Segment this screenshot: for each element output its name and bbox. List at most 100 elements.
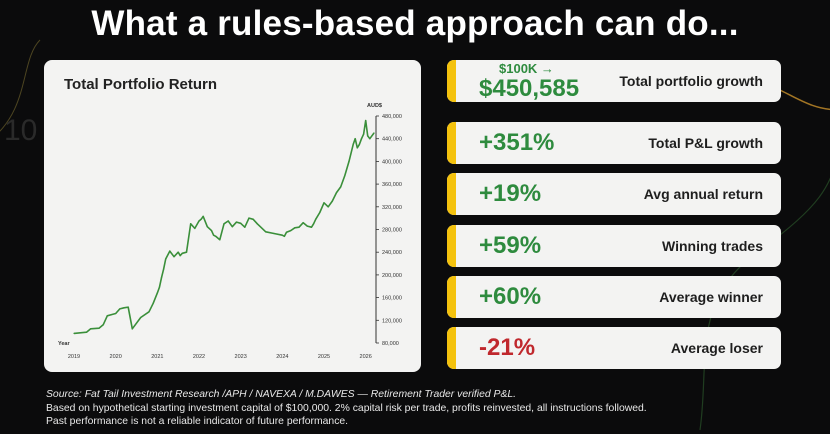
data-point	[219, 239, 221, 241]
data-point	[373, 132, 375, 134]
data-point	[158, 286, 161, 288]
data-point	[110, 314, 113, 316]
accent-bar	[447, 276, 456, 318]
data-point	[194, 227, 196, 229]
data-point	[273, 232, 275, 235]
x-tick-label: 2026	[360, 354, 372, 360]
data-point	[240, 222, 242, 224]
data-point	[248, 217, 250, 219]
y-axis-unit-label: AUD$	[367, 103, 382, 109]
x-tick-label: 2020	[110, 354, 122, 360]
stat-label: Average loser	[670, 340, 763, 356]
data-point	[235, 221, 238, 223]
data-point	[148, 311, 150, 313]
x-tick-label: 2022	[193, 354, 205, 360]
x-tick-label: 2023	[235, 354, 247, 360]
data-point	[215, 235, 217, 237]
stat-sub-label: $100K →	[499, 61, 554, 76]
x-axis-label: Year	[58, 341, 70, 347]
svg-text:10: 10	[4, 114, 37, 147]
data-point	[179, 255, 181, 257]
data-point	[306, 225, 308, 227]
data-point	[294, 227, 296, 229]
data-point	[360, 138, 363, 140]
accent-bar	[447, 225, 456, 267]
stat-label: Avg annual return	[643, 186, 763, 202]
data-point	[90, 328, 92, 330]
portfolio-line-chart: AUD$ Year 80,000 120,000 160,000 200,000 240…	[58, 103, 402, 360]
data-point	[198, 220, 200, 222]
x-tick-label: 2025	[318, 354, 330, 360]
data-point	[244, 226, 246, 228]
y-tick-label: 360,000	[382, 182, 402, 188]
stat-card-winning-trades: +59% Winning trades	[447, 225, 781, 267]
data-point	[323, 202, 325, 204]
data-point	[319, 211, 321, 214]
y-tick-label: 400,000	[382, 159, 402, 165]
data-point	[302, 222, 304, 224]
data-point	[285, 231, 288, 233]
data-point	[73, 332, 75, 334]
stat-value: +351%	[479, 129, 555, 156]
y-tick-label: 240,000	[382, 250, 402, 256]
y-tick-label: 200,000	[382, 273, 402, 279]
data-point	[119, 308, 121, 310]
data-point	[365, 119, 367, 122]
accent-bar	[447, 122, 456, 164]
data-point	[162, 268, 165, 270]
data-point	[310, 226, 313, 228]
data-point	[335, 192, 338, 194]
data-point	[190, 223, 192, 225]
x-tick-label: 2021	[151, 354, 163, 360]
y-tick-label: 320,000	[382, 205, 402, 211]
data-point	[327, 206, 329, 208]
footnote-assumptions: Based on hypothetical starting investmen…	[46, 402, 647, 414]
data-point	[265, 231, 267, 233]
y-tick-label: 440,000	[382, 137, 402, 143]
stat-label: Total portfolio growth	[619, 73, 763, 89]
data-point	[352, 143, 354, 145]
data-point	[165, 258, 167, 260]
data-point	[231, 226, 233, 228]
page-headline: What a rules-based approach can do...	[91, 4, 739, 43]
data-point	[85, 331, 88, 333]
data-point	[223, 223, 225, 225]
data-point	[160, 277, 163, 279]
data-point	[152, 302, 154, 304]
stat-card-average-winner: +60% Average winner	[447, 276, 781, 318]
y-tick-label: 280,000	[382, 228, 402, 234]
footnote: Source: Fat Tail Investment Research /AP…	[46, 388, 806, 429]
data-point	[281, 234, 283, 236]
stat-value: -21%	[479, 334, 536, 361]
data-point	[202, 215, 204, 218]
data-point	[169, 250, 171, 252]
x-tick-label: 2019	[68, 354, 80, 360]
data-point	[131, 328, 133, 330]
data-point	[256, 223, 258, 225]
stat-value: $450,585	[479, 75, 580, 102]
data-point	[127, 306, 129, 308]
data-point	[354, 138, 356, 140]
stat-label: Average winner	[659, 289, 763, 305]
data-point	[115, 312, 117, 315]
data-point	[123, 307, 125, 309]
data-point	[206, 226, 208, 228]
data-point	[331, 200, 333, 202]
stat-value: +19%	[479, 180, 542, 207]
y-tick-label: 480,000	[382, 114, 402, 120]
stat-value-stack: $100K → $450,585	[479, 62, 629, 102]
footnote-disclaimer: Past performance is not a reliable indic…	[46, 416, 349, 427]
data-point	[348, 160, 350, 162]
stat-card-total-portfolio-growth: $100K → $450,585 Total portfolio growth	[447, 60, 781, 102]
data-point	[181, 252, 183, 254]
data-point	[210, 230, 213, 232]
data-point	[173, 256, 175, 258]
data-point	[200, 218, 202, 220]
stat-card-average-loser: -21% Average loser	[447, 327, 781, 369]
accent-bar	[447, 327, 456, 369]
portfolio-series-line	[73, 119, 375, 335]
chart-title: Total Portfolio Return	[64, 76, 218, 93]
data-point	[344, 174, 346, 177]
data-point	[98, 327, 100, 329]
accent-bar	[447, 60, 456, 102]
